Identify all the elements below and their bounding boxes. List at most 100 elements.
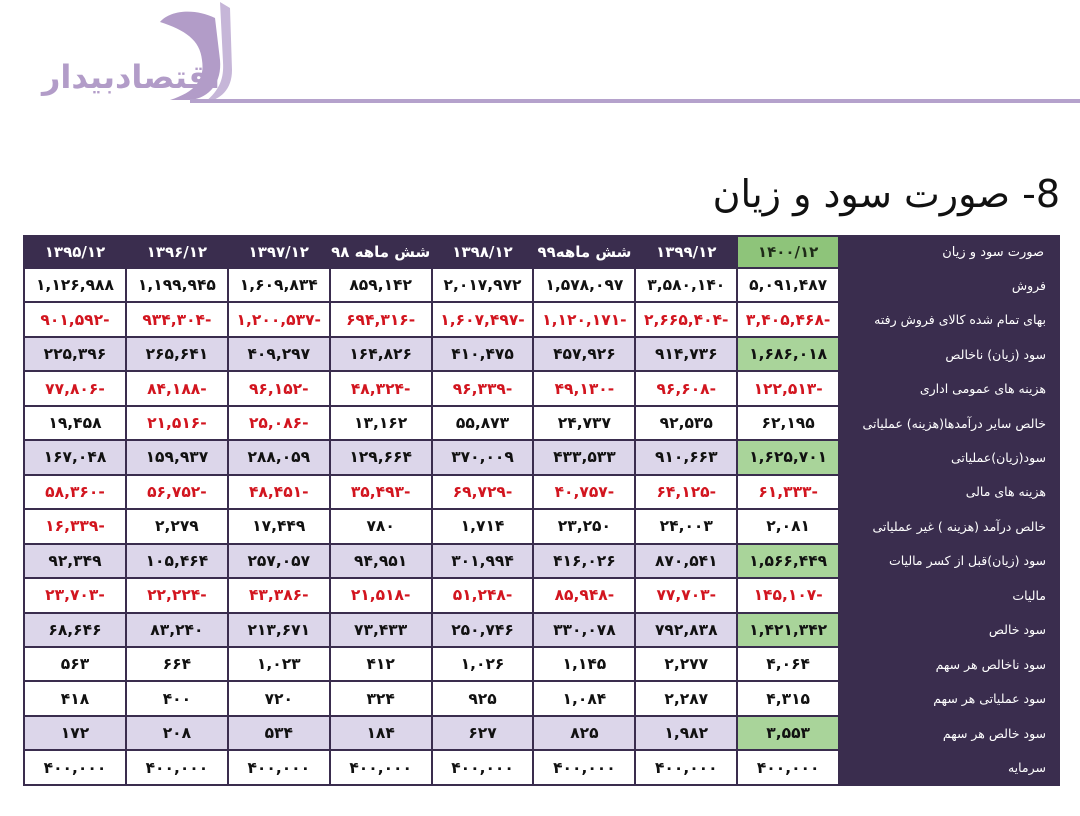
table-cell: ۱۳,۱۶۲: [330, 406, 431, 440]
table-cell: -۲۱,۵۱۸: [330, 579, 431, 612]
table-cell: -۸۵,۹۴۸: [534, 579, 635, 612]
table-cell: ۹۲,۵۳۵: [636, 406, 737, 440]
table-cell: ۴۱۸: [25, 682, 125, 715]
income-statement-table: صورت سود و زیان ۱۴۰۰/۱۲ ۱۳۹۹/۱۲ شش ماهه۹۹ ۱…: [23, 235, 1060, 786]
table-cell: ۴۰۰: [126, 682, 227, 715]
table-row: مالیات -۱۴۵,۱۰۷ -۷۷,۷۰۳ -۸۵,۹۴۸ -۵۱,۲۴۸ -۲۱,۵…: [25, 579, 1058, 612]
table-row: سود خالص هر سهم ۳,۵۵۳ ۱,۹۸۲ ۸۲۵ ۶۲۷ ۱۸۴ ۵۳۴ ۲۰۸…: [25, 716, 1058, 750]
table-row: هزینه های مالی -۶۱,۳۳۳ -۶۴,۱۲۵ -۴۰,۷۵۷ -۶۹,۷…: [25, 475, 1058, 509]
table-cell: ۱,۰۸۴: [534, 682, 635, 715]
table-cell: ۳,۵۵۳: [738, 716, 839, 750]
label-column-header: صورت سود و زیان: [840, 237, 1058, 267]
table-cell: -۱,۱۲۰,۱۷۱: [534, 303, 635, 336]
table-cell: ۸۳,۲۴۰: [126, 613, 227, 646]
row-label: سود (زیان) ناخالص: [840, 337, 1058, 371]
column-header: ۱۴۰۰/۱۲: [738, 237, 839, 267]
table-row: سود (زیان)قبل از کسر مالیات ۱,۵۶۶,۴۴۹ ۸۷۰,…: [25, 544, 1058, 578]
table-cell: -۵۸,۳۶۰: [25, 475, 125, 509]
table-cell: ۴۰۰,۰۰۰: [534, 751, 635, 784]
table-cell: ۲۵۰,۷۴۶: [432, 613, 533, 646]
table-cell: ۱,۵۶۶,۴۴۹: [738, 544, 839, 578]
table-cell: -۴۰,۷۵۷: [534, 475, 635, 509]
table-cell: -۱,۶۰۷,۴۹۷: [432, 303, 533, 336]
table-cell: ۸۵۹,۱۴۲: [330, 269, 431, 302]
table-cell: ۷۳,۴۳۳: [330, 613, 431, 646]
table-cell: ۱۶۷,۰۴۸: [25, 441, 125, 474]
row-label: سود خالص: [840, 613, 1058, 646]
table-cell: ۶۸,۶۴۶: [25, 613, 125, 646]
table-cell: ۱,۰۲۳: [228, 647, 329, 681]
table-cell: -۷۷,۷۰۳: [636, 579, 737, 612]
table-cell: -۴۸,۳۲۴: [330, 372, 431, 405]
table-cell: ۲۴,۷۳۷: [534, 406, 635, 440]
table-cell: -۱۴۵,۱۰۷: [738, 579, 839, 612]
table-row: سرمایه ۴۰۰,۰۰۰ ۴۰۰,۰۰۰ ۴۰۰,۰۰۰ ۴۰۰,۰۰۰ ۴۰۰,۰۰…: [25, 751, 1058, 784]
table-cell: ۷۹۲,۸۳۸: [636, 613, 737, 646]
row-label: هزینه های مالی: [840, 475, 1058, 509]
table-cell: ۹۴,۹۵۱: [330, 544, 431, 578]
table-cell: ۱۹,۴۵۸: [25, 406, 125, 440]
table-body: فروش ۵,۰۹۱,۴۸۷ ۳,۵۸۰,۱۴۰ ۱,۵۷۸,۰۹۷ ۲,۰۱۷,۹۷۲…: [25, 269, 1058, 784]
column-header: ۱۳۹۵/۱۲: [25, 237, 125, 267]
table-cell: -۴۸,۴۵۱: [228, 475, 329, 509]
column-header: ۱۳۹۶/۱۲: [126, 237, 227, 267]
brand-logo: اقتصادبیدار: [20, 0, 245, 104]
table-cell: ۶۲۷: [432, 716, 533, 750]
table-cell: -۹۶,۳۳۹: [432, 372, 533, 405]
table-cell: ۲,۲۷۹: [126, 510, 227, 543]
table-cell: ۹۱۰,۶۶۳: [636, 441, 737, 474]
table-cell: ۱,۶۸۶,۰۱۸: [738, 337, 839, 371]
table-cell: ۱۷,۴۴۹: [228, 510, 329, 543]
table-cell: -۵۱,۲۴۸: [432, 579, 533, 612]
row-label: مالیات: [840, 579, 1058, 612]
table-header-row: صورت سود و زیان ۱۴۰۰/۱۲ ۱۳۹۹/۱۲ شش ماهه۹۹ ۱…: [25, 237, 1058, 267]
table-cell: ۲,۲۷۷: [636, 647, 737, 681]
brand-name: اقتصادبیدار: [42, 58, 221, 96]
table-cell: -۸۴,۱۸۸: [126, 372, 227, 405]
table-row: سود خالص ۱,۴۲۱,۳۴۲ ۷۹۲,۸۳۸ ۳۳۰,۰۷۸ ۲۵۰,۷۴۶ ۷۳…: [25, 613, 1058, 646]
table-cell: ۱۰۵,۴۶۴: [126, 544, 227, 578]
row-label: خالص سایر درآمدها(هزینه) عملیاتی: [840, 406, 1058, 440]
table-cell: ۴۰۰,۰۰۰: [636, 751, 737, 784]
row-label: سود عملیاتی هر سهم: [840, 682, 1058, 715]
table-cell: ۱۸۴: [330, 716, 431, 750]
table-cell: ۹۲۵: [432, 682, 533, 715]
row-label: سود (زیان)قبل از کسر مالیات: [840, 544, 1058, 578]
row-label: خالص درآمد (هزینه ) غیر عملیاتی: [840, 510, 1058, 543]
table-cell: -۹۶,۶۰۸: [636, 372, 737, 405]
table-cell: -۳۵,۴۹۳: [330, 475, 431, 509]
table-cell: ۱,۱۹۹,۹۴۵: [126, 269, 227, 302]
row-label: سود(زیان)عملیاتی: [840, 441, 1058, 474]
table-cell: ۲۰۸: [126, 716, 227, 750]
table-cell: ۲,۰۸۱: [738, 510, 839, 543]
column-header: ۱۳۹۷/۱۲: [228, 237, 329, 267]
table-cell: ۵۵,۸۷۳: [432, 406, 533, 440]
table-row: فروش ۵,۰۹۱,۴۸۷ ۳,۵۸۰,۱۴۰ ۱,۵۷۸,۰۹۷ ۲,۰۱۷,۹۷۲…: [25, 269, 1058, 302]
table-cell: ۷۲۰: [228, 682, 329, 715]
table-cell: ۱,۱۲۶,۹۸۸: [25, 269, 125, 302]
table-cell: ۳۲۴: [330, 682, 431, 715]
table-row: سود (زیان) ناخالص ۱,۶۸۶,۰۱۸ ۹۱۴,۷۳۶ ۴۵۷,۹۲۶…: [25, 337, 1058, 371]
table-cell: ۱۶۴,۸۲۶: [330, 337, 431, 371]
table-cell: ۱,۶۲۵,۷۰۱: [738, 441, 839, 474]
table-cell: ۳,۵۸۰,۱۴۰: [636, 269, 737, 302]
table-row: هزینه های عمومی اداری -۱۲۲,۵۱۳ -۹۶,۶۰۸ -۴۹,…: [25, 372, 1058, 405]
table-cell: ۳۷۰,۰۰۹: [432, 441, 533, 474]
table-cell: -۷۷,۸۰۶: [25, 372, 125, 405]
table-cell: -۴۹,۱۳۰: [534, 372, 635, 405]
table-cell: ۱,۰۲۶: [432, 647, 533, 681]
table-cell: ۶۶۴: [126, 647, 227, 681]
table-cell: ۱,۶۰۹,۸۳۴: [228, 269, 329, 302]
table-cell: ۴۵۷,۹۲۶: [534, 337, 635, 371]
table-cell: ۴۰۰,۰۰۰: [432, 751, 533, 784]
table-cell: ۸۷۰,۵۴۱: [636, 544, 737, 578]
row-label: هزینه های عمومی اداری: [840, 372, 1058, 405]
header-divider: [190, 99, 1080, 103]
table-cell: ۱,۷۱۴: [432, 510, 533, 543]
table-cell: ۵,۰۹۱,۴۸۷: [738, 269, 839, 302]
table-cell: ۹۱۴,۷۳۶: [636, 337, 737, 371]
table-cell: ۳۳۰,۰۷۸: [534, 613, 635, 646]
table-cell: ۲۳,۲۵۰: [534, 510, 635, 543]
table-row: سود(زیان)عملیاتی ۱,۶۲۵,۷۰۱ ۹۱۰,۶۶۳ ۴۳۳,۵۳۳ ۳…: [25, 441, 1058, 474]
table-cell: -۲۳,۷۰۳: [25, 579, 125, 612]
